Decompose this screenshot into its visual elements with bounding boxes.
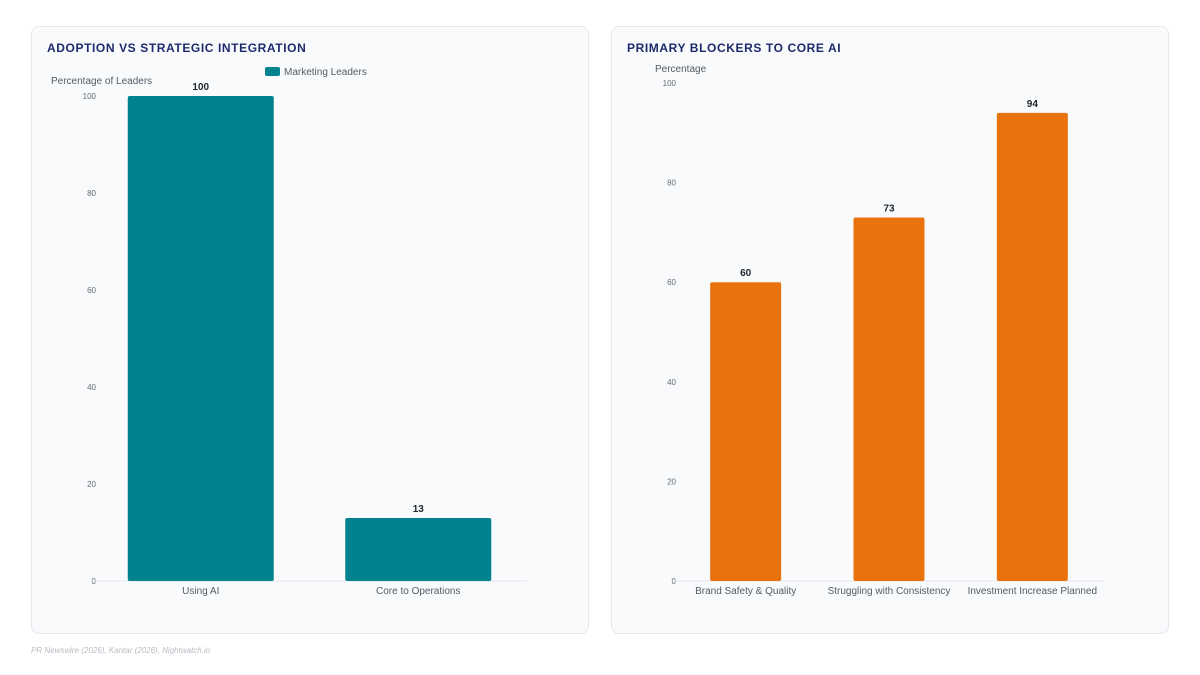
adoption-chart-panel: ADOPTION VS STRATEGIC INTEGRATION Percen… [31,26,589,634]
chart-title: ADOPTION VS STRATEGIC INTEGRATION [47,41,307,55]
data-label: 13 [413,504,425,515]
legend-swatch [265,67,280,76]
bar [127,96,274,581]
y-tick-label: 60 [667,278,676,287]
chart-title: PRIMARY BLOCKERS TO CORE AI [627,41,842,55]
legend-label: Marketing Leaders [284,67,367,78]
y-tick-label: 40 [87,383,96,392]
x-tick-label: Investment Increase Planned [968,586,1098,597]
y-tick-label: 20 [667,477,676,486]
x-tick-label: Struggling with Consistency [828,586,951,597]
y-tick-label: 20 [87,480,96,489]
adoption-bar-chart: Percentage of Leaders020406080100Marketi… [51,67,527,597]
bar [853,217,925,581]
bar [710,282,782,581]
blockers-chart-panel: PRIMARY BLOCKERS TO CORE AI Percentage 0 2… [611,26,1169,634]
bar [996,112,1068,581]
data-label: 73 [883,203,895,214]
data-label: 100 [192,82,209,93]
data-label: 60 [740,268,752,279]
data-label: 94 [1027,99,1039,110]
x-tick-label: Core to Operations [376,586,461,597]
y-axis-label: Percentage [655,64,707,75]
source-footnote: PR Newswire (2026), Kantar (2026), Night… [31,646,211,655]
legend: Marketing Leaders [265,67,367,78]
y-tick-label: 40 [667,378,676,387]
bar [345,517,492,581]
y-tick-label: 80 [667,179,676,188]
x-tick-label: Using AI [182,586,219,597]
y-tick-label: 80 [87,189,96,198]
y-tick-label: 60 [87,286,96,295]
y-tick-label: 100 [663,79,677,88]
y-axis-label: Percentage of Leaders [51,76,152,87]
x-tick-label: Brand Safety & Quality [695,586,796,597]
y-tick-label: 100 [83,92,97,101]
